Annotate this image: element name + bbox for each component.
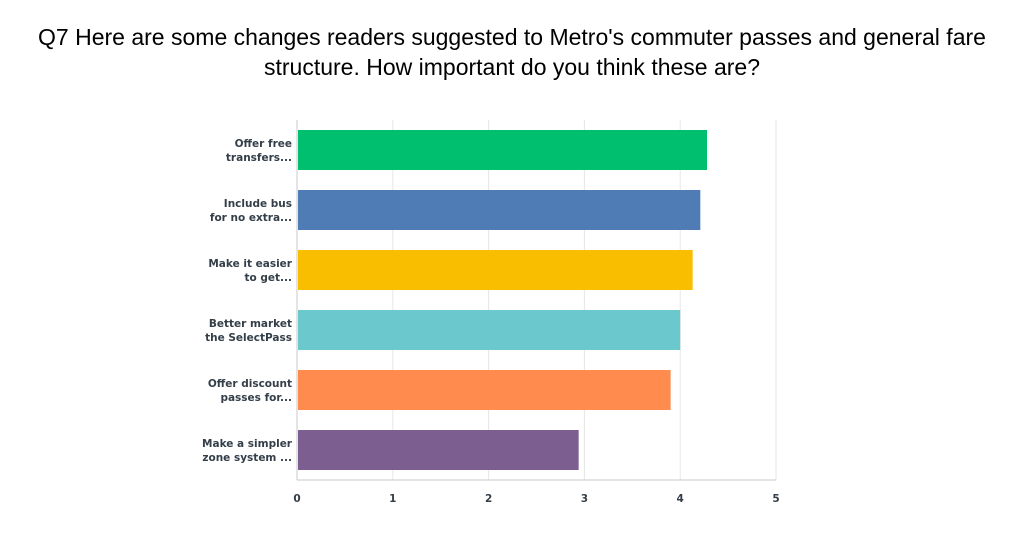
bar-2 xyxy=(298,190,700,230)
gridlines xyxy=(297,120,776,480)
category-labels: Offer free transfers... Include bus for no … xyxy=(202,138,293,464)
bar-6 xyxy=(298,430,579,470)
category-label-5: Offer discount passes for... xyxy=(208,378,292,404)
x-tick-label-2: 2 xyxy=(485,493,492,505)
bars xyxy=(298,130,707,470)
bar-4 xyxy=(298,310,680,350)
x-tick-label-0: 0 xyxy=(293,493,300,505)
x-tick-label-1: 1 xyxy=(389,493,396,505)
x-axis: 0 1 2 3 4 5 xyxy=(293,493,779,505)
category-label-1: Offer free transfers... xyxy=(226,138,292,164)
bar-1 xyxy=(298,130,707,170)
bar-3 xyxy=(298,250,693,290)
category-label-6: Make a simpler zone system ... xyxy=(202,438,293,464)
category-label-2: Include bus for no extra... xyxy=(210,198,292,224)
x-tick-label-5: 5 xyxy=(772,493,779,505)
x-tick-label-3: 3 xyxy=(581,493,588,505)
bar-5 xyxy=(298,370,671,410)
x-tick-label-4: 4 xyxy=(677,493,684,505)
bar-chart: Offer free transfers... Include bus for no … xyxy=(0,0,1024,533)
category-label-3: Make it easier to get... xyxy=(208,258,292,284)
category-label-4: Better market the SelectPass xyxy=(205,318,292,344)
